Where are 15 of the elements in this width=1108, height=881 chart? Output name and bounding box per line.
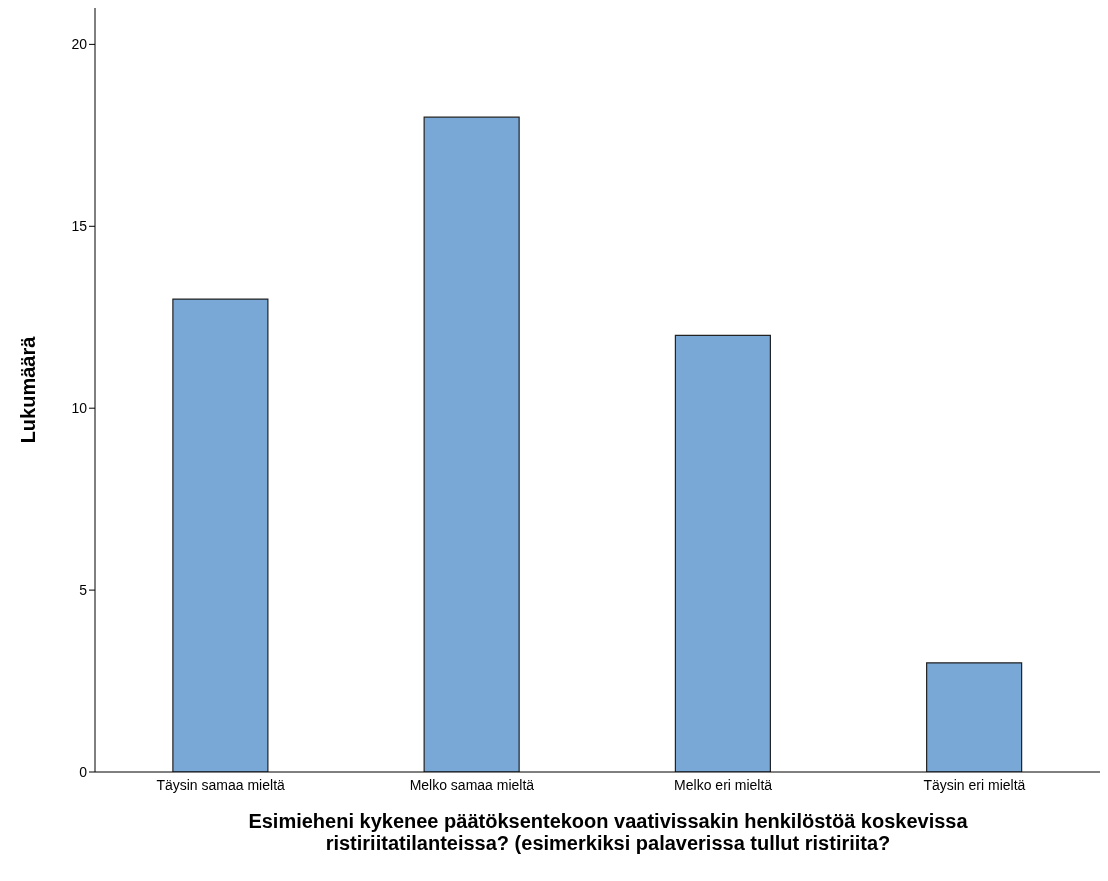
x-axis-title: Esimieheni kykenee päätöksentekoon vaativissakin henkilöstöä koskevissa ristiriitatilanteissa? (esimerkiksi palaverissa tullut ristiriita? — [247, 810, 969, 854]
x-tick-label: Melko samaa mieltä — [409, 776, 535, 793]
bar — [926, 662, 1023, 772]
x-tick-label: Melko eri mieltä — [674, 776, 773, 793]
y-tick-label: 5 — [79, 582, 88, 599]
y-tick-label: 0 — [79, 763, 88, 780]
x-tick-label: Täysin samaa mieltä — [156, 776, 286, 793]
y-tick-label: 15 — [71, 218, 88, 235]
bar — [674, 334, 771, 772]
bar — [423, 116, 520, 772]
y-tick-label: 20 — [71, 36, 88, 53]
x-tick-label: Täysin eri mieltä — [923, 776, 1026, 793]
bar — [172, 298, 269, 772]
y-tick-label: 10 — [71, 400, 88, 417]
y-axis-title: Lukumäärä — [17, 335, 40, 444]
